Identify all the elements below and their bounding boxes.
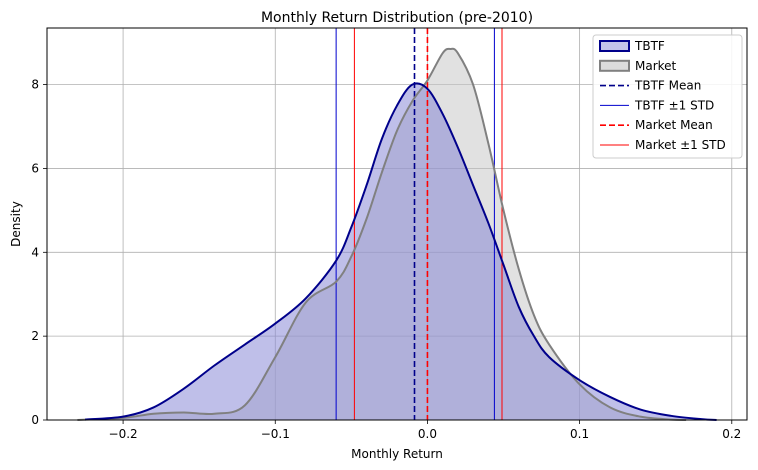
tbtf-density-fill: [85, 83, 717, 421]
reference-lines: [335, 28, 503, 420]
legend-label-tbtf-1-std: TBTF ±1 STD: [634, 98, 714, 112]
y-axis-title: Density: [9, 201, 23, 247]
legend-label-market-mean: Market Mean: [635, 118, 713, 132]
legend-label-market-1-std: Market ±1 STD: [635, 138, 726, 152]
legend-label-tbtf: TBTF: [634, 39, 665, 53]
plot-frame: [46, 27, 748, 421]
x-tick-label: −0.1: [261, 427, 290, 441]
chart-title: Monthly Return Distribution (pre-2010): [261, 10, 533, 26]
x-tick-label: 0.0: [418, 427, 437, 441]
legend-label-tbtf-mean: TBTF Mean: [634, 79, 701, 93]
legend-label-market: Market: [635, 59, 677, 73]
legend: TBTF Market TBTF Mean TBTF ±1 STD Market Mea…: [592, 34, 743, 159]
legend-swatch-market: [599, 59, 630, 72]
y-tick-label: 4: [31, 245, 39, 259]
y-tick-label: 0: [31, 413, 39, 427]
x-axis-title: Monthly Return: [351, 447, 443, 461]
density-fills: [77, 48, 717, 421]
legend-swatch-tbtf: [599, 40, 630, 52]
y-tick-label: 6: [31, 161, 39, 175]
x-tick-label: 0.1: [570, 427, 589, 441]
market-density-curve: [77, 47, 687, 421]
tbtf-density-curve: [84, 82, 717, 421]
x-tick-label: −0.2: [109, 427, 138, 441]
legend-box: [592, 34, 743, 159]
y-tick-label: 8: [31, 78, 39, 92]
axis-ticks: −0.2 −0.1 0.0 0.1 0.2 0 2 4 6 8: [31, 78, 741, 441]
x-tick-label: 0.2: [722, 427, 741, 441]
density-curves: [77, 47, 717, 421]
y-tick-label: 2: [31, 329, 39, 343]
